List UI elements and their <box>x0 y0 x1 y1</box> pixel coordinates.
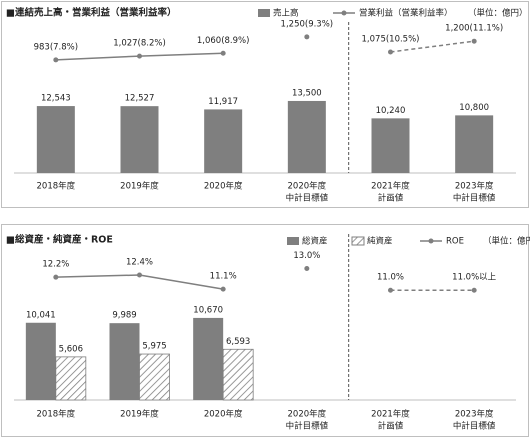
x-tick-label: 2018年度 <box>37 409 76 420</box>
panel <box>1 1 529 208</box>
legend-label: ROE <box>446 237 464 247</box>
value-label: 9,989 <box>112 311 136 321</box>
x-tick-label: 2023年度 <box>455 409 494 420</box>
legend-label: 営業利益（営業利益率） <box>359 8 453 19</box>
value-label: 6,593 <box>226 337 250 347</box>
value-label: 983(7.8%) <box>34 42 78 52</box>
value-label: 12.2% <box>42 260 69 270</box>
bar <box>204 109 243 173</box>
line-marker <box>471 287 477 293</box>
chart-title: ■連結売上高・営業利益（営業利益率） <box>6 7 176 19</box>
legend-swatch <box>258 9 270 17</box>
value-label: 11,917 <box>208 97 238 107</box>
x-tick-label: 2021年度 <box>371 409 410 420</box>
chart-title: ■総資産・純資産・ROE <box>6 234 113 246</box>
value-label: 10,670 <box>193 305 223 315</box>
line-marker <box>388 49 393 55</box>
value-label: 1,027(8.2%) <box>113 39 166 49</box>
line-marker <box>137 53 142 59</box>
line-marker <box>53 57 59 63</box>
line-marker <box>53 274 59 280</box>
bar <box>109 323 140 400</box>
x-tick-label: 2019年度 <box>120 409 159 420</box>
value-label: 13,500 <box>292 88 322 98</box>
value-label: 10,240 <box>376 106 406 116</box>
value-label: 1,200(11.1%) <box>445 24 503 34</box>
line-marker <box>137 272 142 278</box>
value-label: 1,250(9.3%) <box>281 19 334 29</box>
x-tick-label: 2021年度 <box>371 181 410 192</box>
line-marker <box>471 38 477 44</box>
value-label: 11.1% <box>210 272 237 282</box>
legend-marker <box>428 238 434 244</box>
value-label: 10,041 <box>26 310 56 320</box>
bar <box>222 348 254 401</box>
value-label: 12.4% <box>126 258 153 268</box>
legend-swatch <box>351 236 365 246</box>
bar <box>455 115 494 173</box>
line-marker <box>304 265 310 271</box>
x-tick-sublabel: 中計目標値 <box>453 193 496 204</box>
value-label: 12,527 <box>125 94 155 104</box>
value-label: 10,800 <box>459 103 489 113</box>
line-marker <box>220 286 226 292</box>
value-label: 12,543 <box>41 94 71 104</box>
legend-swatch <box>287 237 299 245</box>
bar <box>139 353 170 401</box>
x-tick-sublabel: 計画値 <box>378 421 404 432</box>
line-marker <box>304 34 310 40</box>
x-tick-label: 2020年度 <box>204 409 243 420</box>
bar <box>371 118 410 173</box>
value-label: 5,975 <box>142 342 166 352</box>
legend-label: 総資産 <box>302 236 328 247</box>
x-tick-label: 2023年度 <box>455 181 494 192</box>
value-label: 11.0% <box>377 273 404 283</box>
legend-label: 純資産 <box>367 236 393 247</box>
x-tick-label: 2018年度 <box>37 181 76 192</box>
bar <box>55 356 87 401</box>
bar <box>287 100 326 173</box>
x-tick-sublabel: 中計目標値 <box>286 421 329 432</box>
bar <box>36 106 75 173</box>
value-label: 11.0%以上 <box>452 273 497 283</box>
unit-label: （単位：億円） <box>483 236 530 247</box>
x-tick-sublabel: 中計目標値 <box>286 193 329 204</box>
unit-label: （単位：億円） <box>468 8 528 19</box>
x-tick-label: 2020年度 <box>288 409 327 420</box>
bar <box>25 322 56 400</box>
bar <box>120 106 159 173</box>
legend-label: 売上高 <box>273 8 299 19</box>
line <box>390 40 475 53</box>
x-tick-sublabel: 計画値 <box>378 193 404 204</box>
line-marker <box>388 287 393 293</box>
x-tick-sublabel: 中計目標値 <box>453 421 496 432</box>
x-tick-label: 2020年度 <box>288 181 327 192</box>
panel <box>1 224 529 437</box>
legend-marker <box>341 10 347 16</box>
line-marker <box>220 50 226 56</box>
x-tick-label: 2019年度 <box>120 181 159 192</box>
x-tick-label: 2020年度 <box>204 181 243 192</box>
value-label: 5,606 <box>59 344 83 354</box>
bar <box>193 317 224 400</box>
value-label: 13.0% <box>293 251 320 261</box>
value-label: 1,060(8.9%) <box>197 36 250 46</box>
value-label: 1,075(10.5%) <box>362 34 420 44</box>
